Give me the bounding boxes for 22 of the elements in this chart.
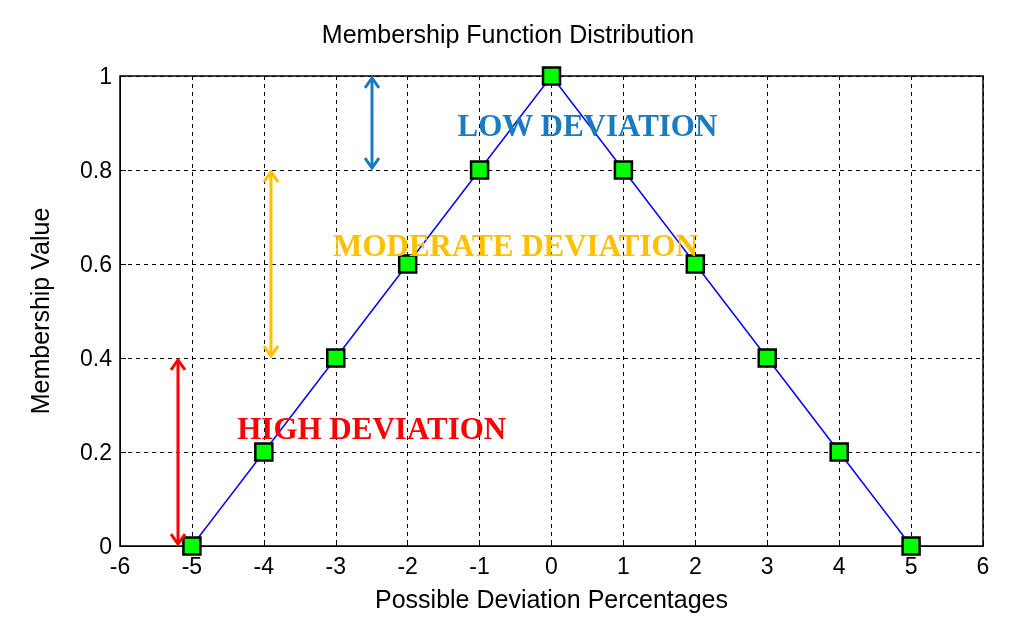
x-tick-label: 5 — [904, 552, 918, 579]
x-tick-label: 1 — [617, 552, 630, 579]
y-tick-label: 0.2 — [80, 439, 112, 465]
y-tick-label: 0.4 — [80, 345, 113, 371]
y-tick-label: 1 — [99, 63, 112, 89]
x-tick-label: -4 — [253, 552, 275, 579]
x-tick-label: -1 — [469, 552, 490, 579]
x-tick-label: 3 — [760, 552, 774, 579]
x-tick-label: -6 — [109, 552, 131, 579]
x-tick-label: -2 — [397, 552, 418, 579]
x-tick-label: 2 — [688, 552, 702, 579]
y-axis-title: Membership Value — [25, 207, 54, 415]
x-tick-label: 4 — [832, 552, 846, 579]
chart-title: Membership Function Distribution — [321, 19, 695, 48]
y-tick-label: 0.8 — [80, 157, 112, 183]
x-tick-label: 0 — [545, 552, 558, 579]
x-tick-label: -3 — [325, 552, 346, 579]
y-tick-label: 0.6 — [80, 251, 112, 277]
x-tick-label: 6 — [976, 552, 990, 579]
y-tick-label: 0 — [99, 533, 112, 559]
x-axis-title: Possible Deviation Percentages — [375, 584, 728, 613]
x-tick-label: -5 — [181, 552, 203, 579]
